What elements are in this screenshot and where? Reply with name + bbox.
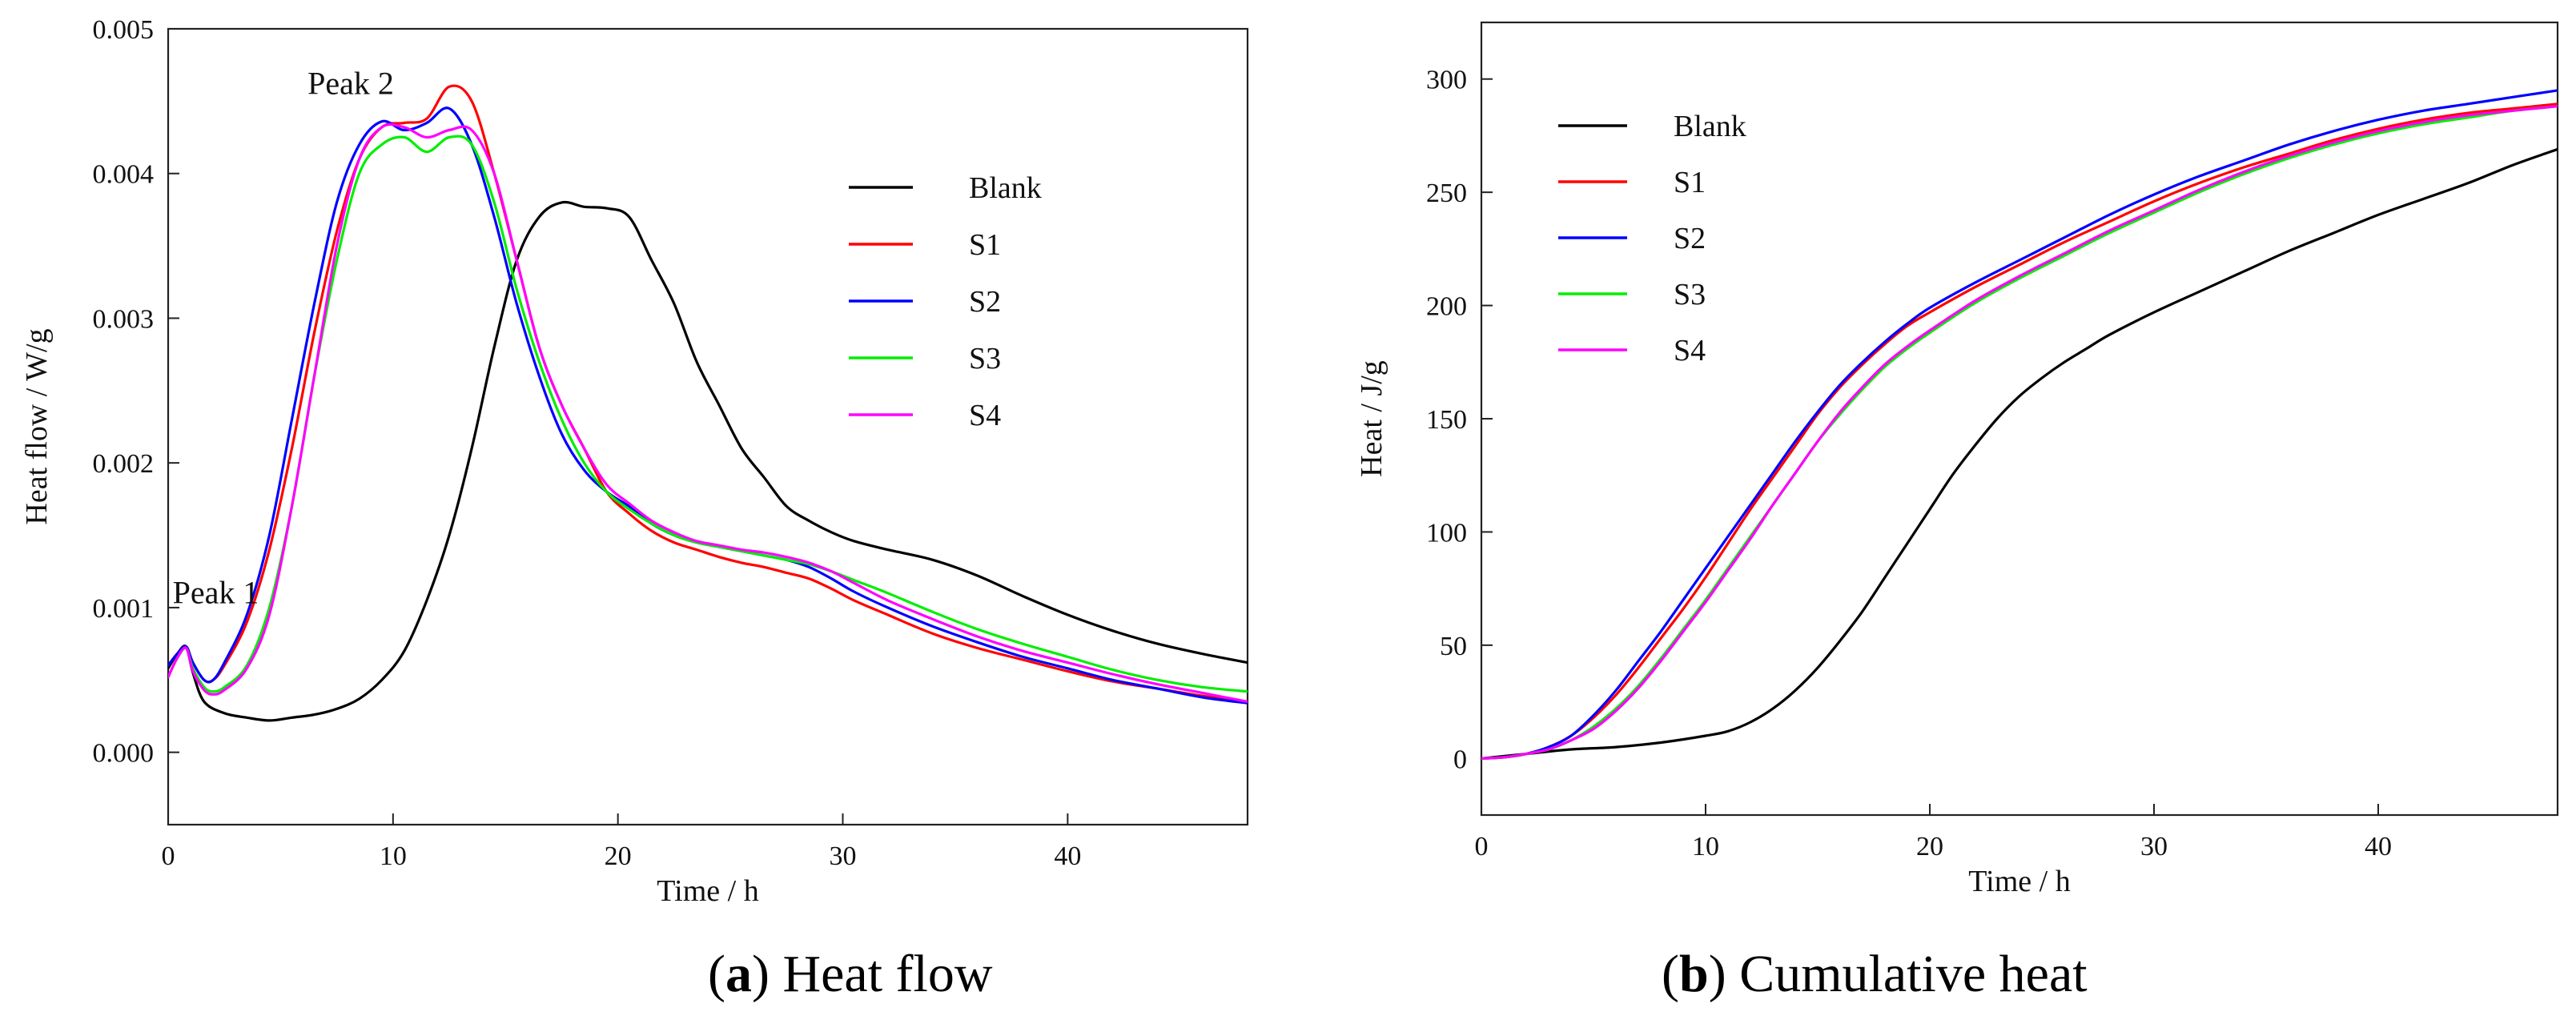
y-tick-label: 0.002: [93, 449, 155, 479]
x-tick-label: 0: [162, 841, 175, 871]
series-line-s1: [168, 84, 1248, 703]
heat-flow-chart: 0 10 20 30 40 0.000 0.001 0.002 0.003 0.004 0.005 T…: [20, 15, 1249, 1003]
y-tick-label: 0.004: [93, 160, 155, 190]
legend-label-blank: Blank: [1674, 110, 1746, 143]
y-tick-label: 0.003: [93, 304, 155, 334]
y-tick-label: 150: [1426, 405, 1467, 435]
legend-label-s3: S3: [969, 342, 1001, 375]
y-tick-label: 250: [1426, 179, 1467, 208]
series-line-s3: [168, 135, 1248, 693]
caption-open-paren: (: [708, 945, 725, 1003]
cumulative-heat-chart: 0 10 20 30 40 0 50 100 150 200 250 300 Time / h Heat …: [1355, 21, 2559, 1003]
annotation-peak-1: Peak 1: [173, 574, 259, 610]
x-axis-label: Time / h: [1968, 865, 2070, 898]
caption: (b) Cumulative heat: [1662, 945, 2088, 1003]
legend-label-s3: S3: [1674, 278, 1706, 311]
legend-label-s2: S2: [969, 285, 1001, 319]
caption-text: Heat flow: [770, 945, 993, 1003]
y-tick-label: 200: [1426, 292, 1467, 322]
y-tick-label: 0: [1453, 745, 1467, 774]
caption: (a) Heat flow: [708, 945, 993, 1003]
x-tick-label: 20: [1916, 832, 1943, 861]
series-line-blank: [168, 200, 1248, 722]
x-tick-label: 20: [605, 841, 632, 871]
series-line-s1: [1481, 102, 2558, 760]
x-tick-label: 30: [2140, 832, 2168, 861]
y-tick-label: 0.001: [93, 594, 155, 624]
x-axis-label: Time / h: [657, 874, 758, 908]
series-line-s4: [1481, 105, 2558, 760]
series-lines: [1481, 89, 2558, 760]
x-tick-label: 30: [830, 841, 857, 871]
legend: Blank S1 S2 S3 S4: [849, 171, 1042, 432]
y-tick-label: 100: [1426, 518, 1467, 548]
y-tick-label: 0.000: [93, 739, 155, 769]
x-tick-label: 0: [1475, 832, 1489, 861]
plot-frame: [1480, 21, 2559, 817]
caption-open-paren: (: [1662, 945, 1679, 1003]
series-lines: [168, 84, 1248, 722]
legend-label-blank: Blank: [969, 171, 1042, 205]
series-line-s2: [168, 106, 1248, 705]
caption-letter: b: [1679, 945, 1709, 1003]
plot-frame: [167, 27, 1249, 826]
caption-text: Cumulative heat: [1726, 945, 2088, 1003]
series-line-s2: [1481, 89, 2558, 760]
series-line-s4: [168, 122, 1248, 703]
y-tick-label: 50: [1440, 632, 1467, 661]
x-tick-label: 10: [380, 841, 407, 871]
x-tick-label: 40: [1054, 841, 1081, 871]
y-tick-label: 300: [1426, 66, 1467, 95]
y-axis-label: Heat / J/g: [1355, 360, 1388, 477]
legend-label-s2: S2: [1674, 222, 1706, 255]
y-tick-label: 0.005: [93, 15, 155, 45]
x-tick-label: 40: [2365, 832, 2392, 861]
legend-label-s4: S4: [1674, 334, 1706, 367]
caption-close-paren: ): [1709, 945, 1726, 1003]
annotation-peak-2: Peak 2: [307, 65, 394, 101]
series-line-blank: [1481, 147, 2558, 760]
series-line-s3: [1481, 105, 2558, 760]
legend: Blank S1 S2 S3 S4: [1558, 110, 1746, 367]
y-axis-label: Heat flow / W/g: [20, 328, 54, 524]
caption-close-paren: ): [752, 945, 770, 1003]
legend-label-s4: S4: [969, 399, 1001, 432]
x-tick-label: 10: [1692, 832, 1719, 861]
legend-label-s1: S1: [969, 228, 1001, 262]
legend-label-s1: S1: [1674, 166, 1706, 199]
caption-letter: a: [725, 945, 752, 1003]
